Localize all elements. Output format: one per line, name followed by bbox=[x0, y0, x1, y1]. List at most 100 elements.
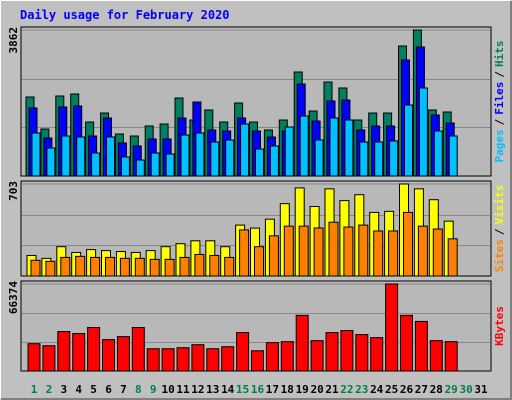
x-tick-label: 13 bbox=[206, 383, 219, 396]
x-tick-label: 11 bbox=[176, 383, 190, 396]
bar bbox=[283, 225, 294, 277]
bar bbox=[444, 341, 458, 372]
bar bbox=[417, 225, 428, 277]
bar bbox=[150, 152, 160, 177]
bar bbox=[328, 221, 339, 277]
bar bbox=[414, 320, 428, 372]
x-tick-label: 4 bbox=[75, 383, 82, 396]
bar bbox=[433, 130, 443, 177]
x-tick-label: 29 bbox=[445, 383, 458, 396]
bar bbox=[194, 253, 205, 277]
bar bbox=[240, 123, 250, 177]
bar bbox=[329, 117, 339, 177]
x-tick-label: 19 bbox=[296, 383, 309, 396]
bar bbox=[46, 147, 56, 177]
legend-separator: / bbox=[493, 228, 506, 235]
bar bbox=[179, 256, 190, 277]
x-tick-label: 14 bbox=[221, 383, 235, 396]
x-tick-label: 20 bbox=[310, 383, 323, 396]
bar bbox=[161, 348, 175, 372]
bar bbox=[119, 257, 130, 277]
x-tick-label: 7 bbox=[120, 383, 127, 396]
x-tick-label: 1 bbox=[31, 383, 38, 396]
bar bbox=[120, 156, 130, 177]
bar bbox=[374, 141, 384, 177]
x-tick-label: 30 bbox=[459, 383, 472, 396]
legend-entry: Hits bbox=[493, 41, 506, 68]
bar bbox=[165, 153, 175, 177]
y-tick-label: 66374 bbox=[7, 281, 20, 314]
bar bbox=[236, 332, 250, 372]
bar bbox=[91, 152, 101, 177]
bar bbox=[31, 132, 41, 177]
bar bbox=[116, 336, 130, 372]
bar bbox=[448, 135, 458, 177]
bar bbox=[221, 346, 235, 372]
bar bbox=[340, 330, 354, 372]
bar bbox=[191, 344, 205, 372]
bar bbox=[404, 104, 413, 177]
bar bbox=[280, 341, 294, 372]
bar bbox=[60, 256, 71, 277]
bar bbox=[284, 126, 294, 177]
bar bbox=[325, 332, 339, 372]
x-tick-label: 23 bbox=[355, 383, 368, 396]
bar bbox=[314, 139, 324, 177]
bar bbox=[251, 350, 264, 372]
bar bbox=[45, 260, 56, 277]
bar bbox=[61, 135, 71, 177]
bar bbox=[180, 134, 190, 177]
bar bbox=[359, 141, 369, 177]
bar bbox=[313, 227, 324, 277]
x-tick-label: 6 bbox=[105, 383, 112, 396]
legend-entry: KBytes bbox=[493, 306, 506, 346]
x-tick-label: 15 bbox=[236, 383, 249, 396]
legend-entry: Files bbox=[493, 82, 506, 115]
bar bbox=[255, 148, 264, 177]
x-tick-label: 9 bbox=[150, 383, 157, 396]
x-tick-label: 16 bbox=[251, 383, 265, 396]
bar bbox=[269, 145, 279, 177]
x-tick-label: 12 bbox=[191, 383, 204, 396]
bar bbox=[389, 140, 399, 177]
x-tick-label: 2 bbox=[46, 383, 53, 396]
x-tick-label: 28 bbox=[430, 383, 443, 396]
bar bbox=[358, 224, 369, 277]
bar bbox=[209, 254, 220, 277]
legend: Pages / Files / Hits bbox=[493, 41, 506, 163]
bar bbox=[373, 230, 384, 277]
bar bbox=[149, 258, 160, 277]
legend-entry: Visits bbox=[493, 185, 506, 225]
bar bbox=[403, 211, 413, 277]
bar bbox=[131, 327, 145, 372]
bar bbox=[75, 255, 86, 277]
bar bbox=[164, 258, 175, 277]
bar bbox=[106, 136, 115, 177]
bar bbox=[310, 340, 324, 372]
bar bbox=[224, 256, 235, 277]
x-tick-label: 10 bbox=[161, 383, 174, 396]
legend-separator: / bbox=[493, 118, 506, 125]
bar bbox=[105, 256, 115, 277]
x-tick-label: 8 bbox=[135, 383, 142, 396]
bar bbox=[400, 314, 413, 372]
bar bbox=[432, 228, 443, 277]
x-tick-label: 26 bbox=[400, 383, 414, 396]
x-tick-label: 24 bbox=[370, 383, 384, 396]
legend-entry: Pages bbox=[493, 129, 506, 162]
bar bbox=[298, 225, 309, 277]
bar bbox=[429, 340, 443, 372]
bar bbox=[76, 136, 86, 177]
bar bbox=[254, 246, 264, 277]
bar bbox=[30, 259, 41, 277]
bar bbox=[176, 347, 190, 372]
bar bbox=[344, 119, 354, 177]
x-tick-label: 18 bbox=[281, 383, 294, 396]
y-tick-label: 703 bbox=[7, 181, 20, 201]
chart-title: Daily usage for February 2020 bbox=[20, 8, 230, 22]
bar bbox=[87, 327, 101, 372]
bar bbox=[418, 87, 428, 177]
bar bbox=[135, 159, 145, 177]
